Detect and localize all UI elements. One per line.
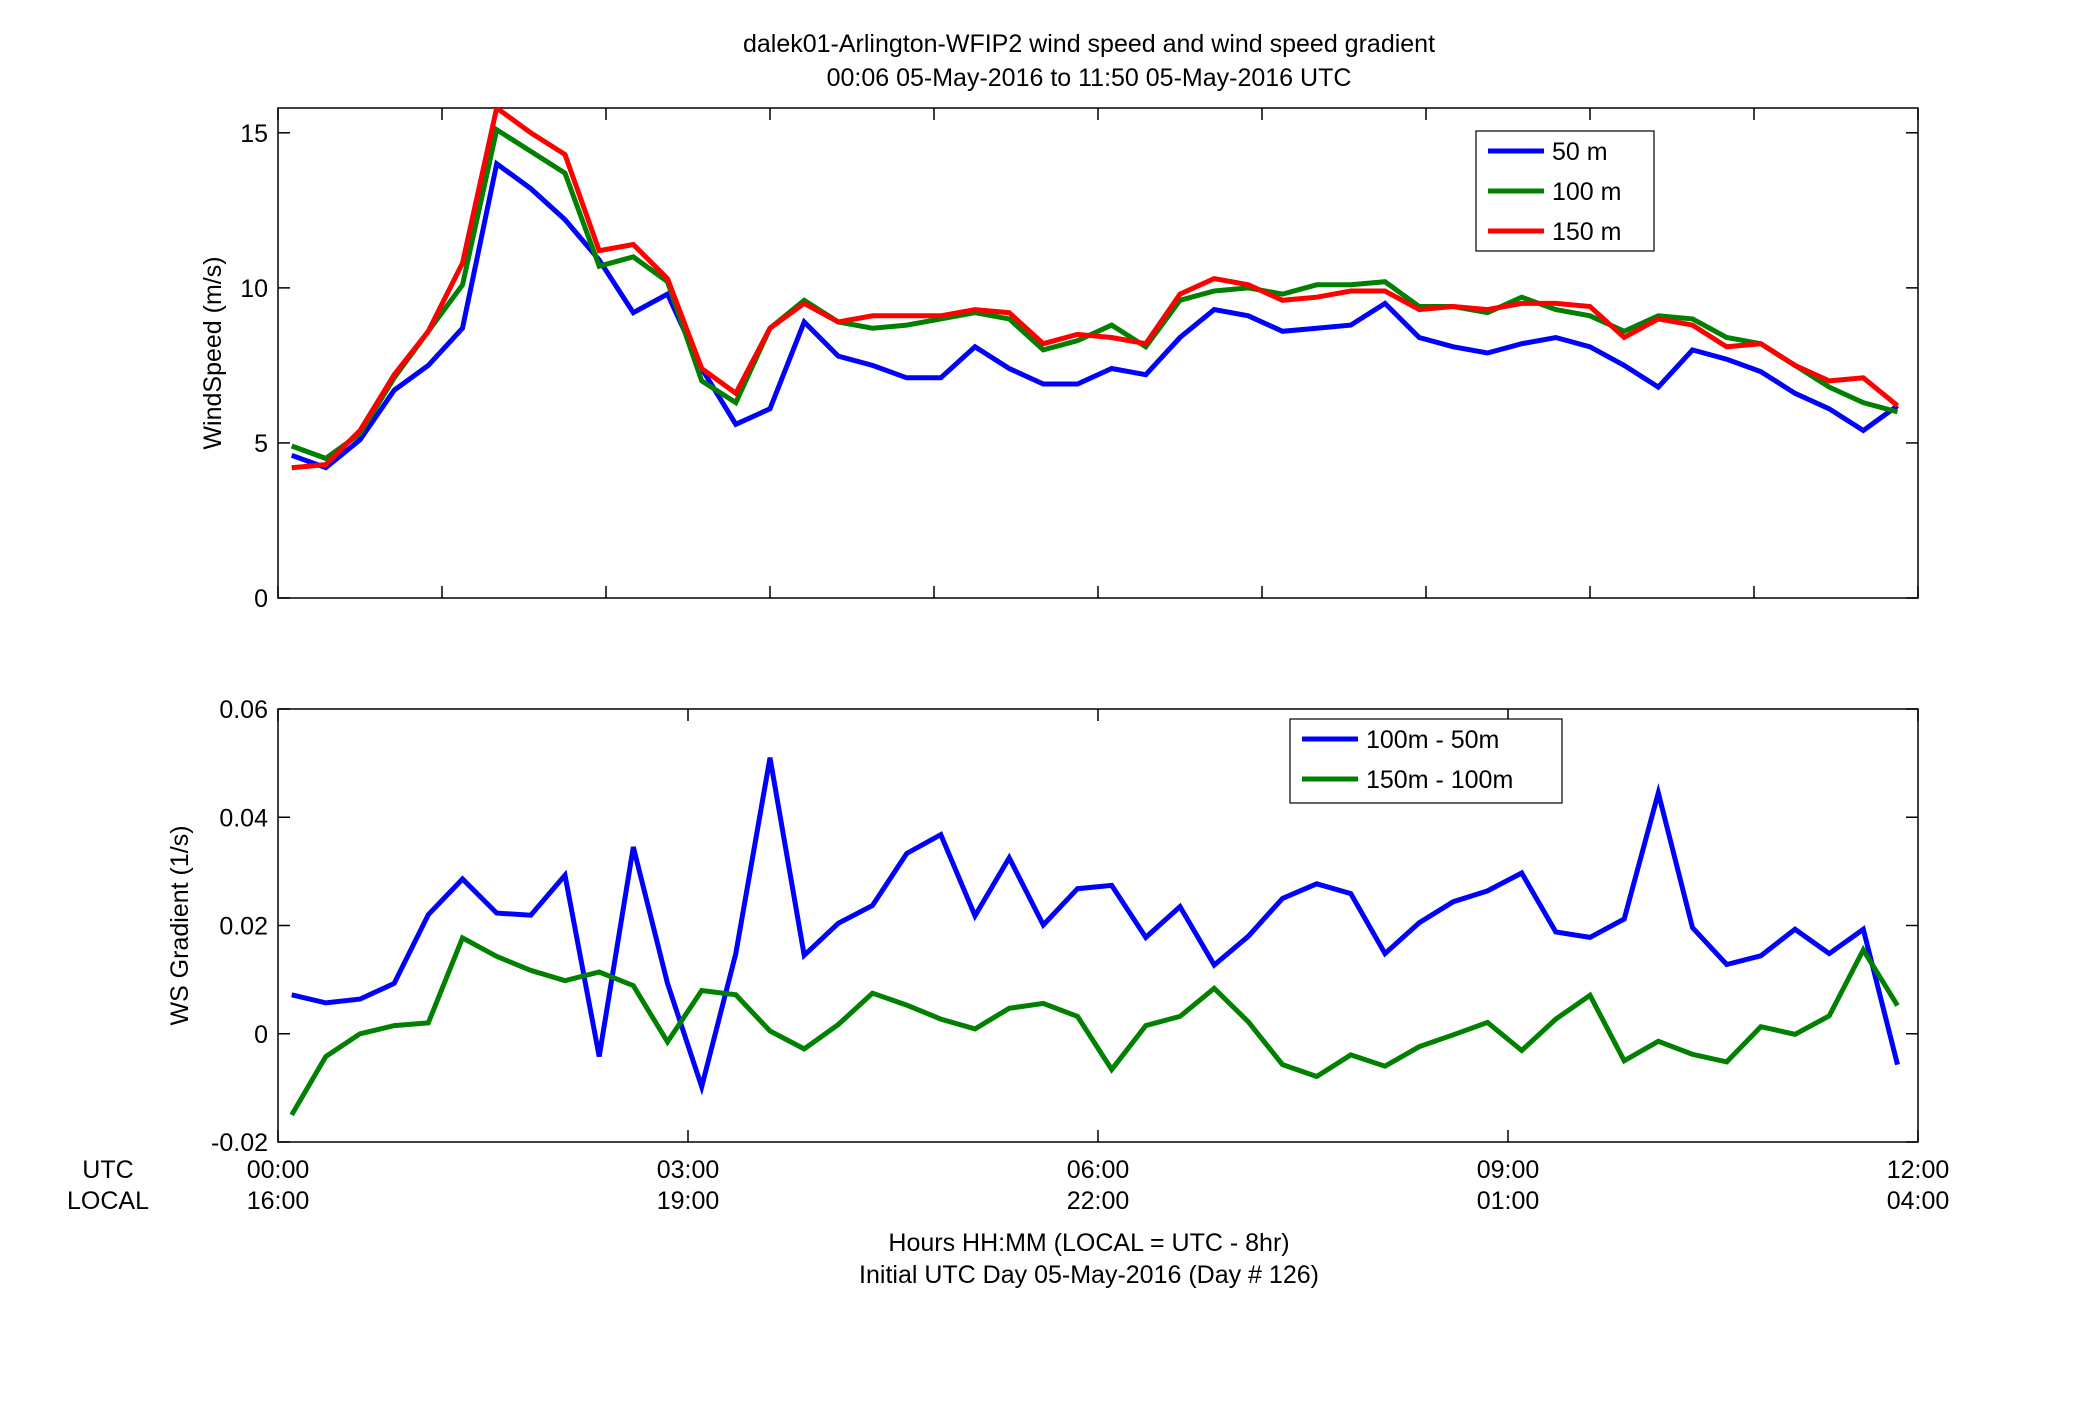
- series-group: [289, 757, 1900, 1117]
- legend-entry-label: 50 m: [1552, 138, 1608, 166]
- plot-area-1: [277, 708, 1919, 1143]
- local-tick-label: 22:00: [1067, 1187, 1130, 1215]
- legend-entry-label: 100m - 50m: [1366, 726, 1499, 754]
- legend-box: [1289, 718, 1563, 804]
- series-group: [290, 108, 1900, 471]
- x-axis-caption-line2: Initial UTC Day 05-May-2016 (Day # 126): [859, 1261, 1319, 1289]
- legend-entry-label: 150m - 100m: [1366, 766, 1513, 794]
- y-tick-label: 0.02: [219, 913, 268, 941]
- x-axis-caption-line1: Hours HH:MM (LOCAL = UTC - 8hr): [888, 1229, 1289, 1257]
- y-axis-label: WindSpeed (m/s): [199, 256, 227, 449]
- y-tick-label: 5: [254, 430, 268, 458]
- time-axis-labels: UTC LOCAL 00:00 16:00 03:00 19:00 06:00 22:00…: [67, 1156, 1949, 1215]
- figure-title-line1: dalek01-Arlington-WFIP2 wind speed and w…: [743, 30, 1435, 58]
- utc-tick-label: 09:00: [1477, 1156, 1540, 1184]
- local-row-label: LOCAL: [67, 1187, 149, 1215]
- gradient-panel: -0.02 0 0.02 0.04 0.06 WS Gradient (1/s) 100m …: [166, 696, 1919, 1157]
- utc-tick-label: 12:00: [1887, 1156, 1950, 1184]
- series-line-150m-100m: [289, 934, 1900, 1117]
- y-tick-label: -0.02: [211, 1129, 268, 1157]
- figure-title-line2: 00:06 05-May-2016 to 11:50 05-May-2016 U…: [827, 64, 1352, 92]
- legend: 100m - 50m 150m - 100m: [1289, 718, 1563, 804]
- utc-tick-label: 00:00: [247, 1156, 310, 1184]
- series-line-100-m: [290, 125, 1899, 462]
- wind-speed-panel: 0 5 10 15 WindSpeed (m/s) 50 m 100 m 150 m: [199, 107, 1919, 613]
- y-axis-label: WS Gradient (1/s): [166, 825, 194, 1025]
- local-tick-label: 19:00: [657, 1187, 720, 1215]
- y-tick-label: 0: [254, 1021, 268, 1049]
- y-tick-label: 0.04: [219, 804, 268, 832]
- y-tick-label: 0: [254, 585, 268, 613]
- local-tick-label: 01:00: [1477, 1187, 1540, 1215]
- utc-tick-label: 03:00: [657, 1156, 720, 1184]
- local-tick-label: 16:00: [247, 1187, 310, 1215]
- utc-tick-label: 06:00: [1067, 1156, 1130, 1184]
- series-line-100m-50m: [291, 757, 1900, 1096]
- series-line-150-m: [291, 108, 1900, 471]
- legend-entry-label: 100 m: [1552, 178, 1621, 206]
- legend: 50 m 100 m 150 m: [1475, 130, 1655, 252]
- y-tick-label: 10: [240, 275, 268, 303]
- y-tick-label: 15: [240, 120, 268, 148]
- local-tick-label: 04:00: [1887, 1187, 1950, 1215]
- y-tick-label: 0.06: [219, 696, 268, 724]
- utc-row-label: UTC: [82, 1156, 133, 1184]
- series-line-50-m: [290, 159, 1899, 471]
- legend-entry-label: 150 m: [1552, 218, 1621, 246]
